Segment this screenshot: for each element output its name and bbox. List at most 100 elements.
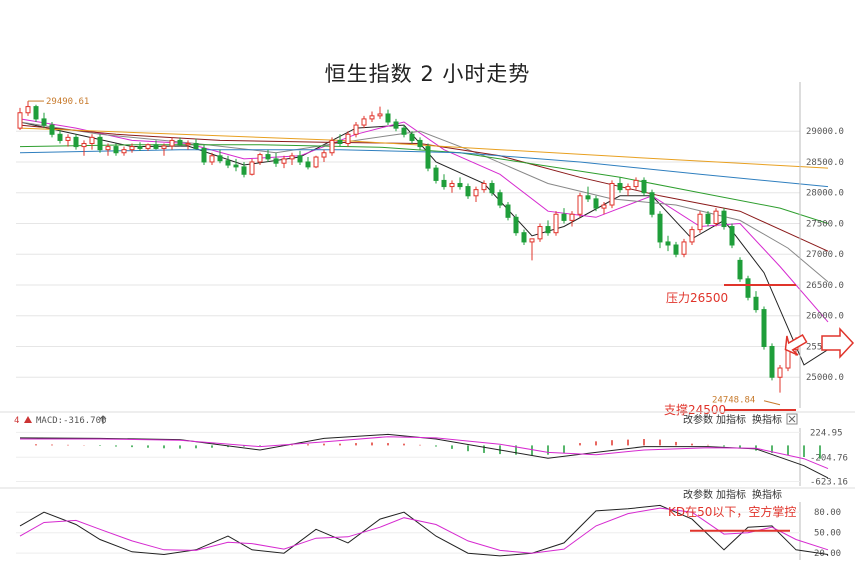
main-y-tick-label: 27000.0	[806, 250, 844, 260]
candle-body	[305, 161, 311, 168]
candlestick	[505, 201, 511, 221]
resistance-label: 压力26500	[666, 291, 728, 305]
candlestick	[625, 183, 631, 196]
candle-body	[433, 167, 439, 181]
candle-body	[489, 182, 495, 194]
candlestick	[545, 220, 551, 236]
add-indicator-button[interactable]: 加指标	[716, 488, 746, 501]
candlestick	[689, 226, 695, 245]
add-indicator-button[interactable]: 加指标	[716, 413, 746, 426]
candle-body	[409, 133, 415, 141]
candle-body	[121, 149, 127, 154]
candlestick	[73, 134, 79, 150]
candle-body	[65, 136, 71, 141]
candlestick	[185, 140, 191, 150]
kd-k-line	[19, 504, 829, 557]
switch-indicator-button[interactable]: 换指标	[752, 413, 782, 426]
candlestick	[729, 223, 735, 249]
moving-average-line-4	[19, 124, 829, 252]
candle-body	[521, 232, 527, 243]
candle-body	[89, 136, 95, 145]
candle-body	[681, 241, 687, 255]
macd-y-tick-label: -204.76	[810, 453, 848, 463]
candlestick	[737, 257, 743, 282]
candle-body	[785, 349, 791, 369]
candle-body	[577, 195, 583, 215]
support-label: 支撑24500	[664, 402, 726, 417]
macd-y-tick-label: -623.16	[810, 478, 848, 488]
candle-body	[169, 139, 175, 147]
candlestick	[329, 137, 335, 156]
candle-body	[385, 113, 391, 123]
candle-body	[57, 133, 63, 141]
candlestick	[481, 180, 487, 193]
candlestick	[601, 201, 607, 215]
candlestick	[153, 140, 159, 150]
candle-body	[393, 121, 399, 129]
candlestick	[753, 291, 759, 313]
candle-body	[465, 186, 471, 197]
candlestick	[345, 131, 351, 147]
candlestick	[129, 143, 135, 153]
candle-body	[633, 179, 639, 188]
candlestick	[457, 177, 463, 190]
candlestick	[249, 158, 255, 176]
low-price-label: 24748.84	[712, 396, 755, 406]
candle-body	[665, 241, 671, 246]
switch-indicator-button[interactable]: 换指标	[752, 488, 782, 501]
candle-body	[777, 367, 783, 378]
macd-label: MACD:-316.706	[36, 416, 106, 426]
candle-body	[369, 115, 375, 120]
candlestick	[161, 143, 167, 156]
candle-body	[457, 182, 463, 188]
candle-body	[769, 345, 775, 378]
kd-y-tick-label: 50.00	[814, 529, 841, 539]
candle-body	[497, 192, 503, 206]
close-icon[interactable]	[786, 413, 798, 425]
moving-average-line-5	[19, 144, 829, 224]
candle-body	[329, 139, 335, 154]
candlestick	[441, 174, 447, 190]
candle-body	[17, 112, 23, 129]
candlestick	[465, 183, 471, 199]
candlestick	[49, 121, 55, 138]
candlestick	[273, 152, 279, 167]
candlestick	[377, 106, 383, 119]
candle-body	[553, 213, 559, 234]
candle-body	[617, 182, 623, 191]
candlestick	[681, 238, 687, 258]
candlestick	[521, 229, 527, 245]
candlestick	[369, 111, 375, 122]
candle-body	[441, 179, 447, 188]
candle-body	[473, 189, 479, 197]
candlestick	[569, 211, 575, 227]
change-params-button[interactable]: 改参数	[683, 488, 713, 501]
change-params-button[interactable]: 改参数	[683, 413, 713, 426]
candlestick	[697, 211, 703, 233]
candlestick	[657, 211, 663, 249]
candle-body	[689, 229, 695, 243]
candlestick	[721, 208, 727, 230]
candlestick	[121, 146, 127, 156]
candlestick	[353, 121, 359, 138]
candle-body	[713, 210, 719, 224]
candle-body	[649, 192, 655, 215]
candle-body	[41, 118, 47, 126]
candlestick	[137, 142, 143, 151]
main-y-tick-label: 29000.0	[806, 127, 844, 137]
candle-body	[161, 145, 167, 149]
candle-body	[113, 146, 119, 154]
candlestick	[105, 143, 111, 156]
candle-body	[225, 160, 231, 166]
candle-body	[193, 143, 199, 149]
candlestick	[577, 192, 583, 218]
candle-body	[321, 152, 327, 158]
chart-title: 恒生指数 2 小时走势	[324, 62, 531, 86]
candle-body	[185, 143, 191, 146]
candle-body	[241, 166, 247, 175]
kd-d-line	[19, 507, 829, 554]
high-price-label: 29490.61	[46, 97, 89, 107]
candle-body	[705, 213, 711, 224]
candlestick	[745, 275, 751, 301]
